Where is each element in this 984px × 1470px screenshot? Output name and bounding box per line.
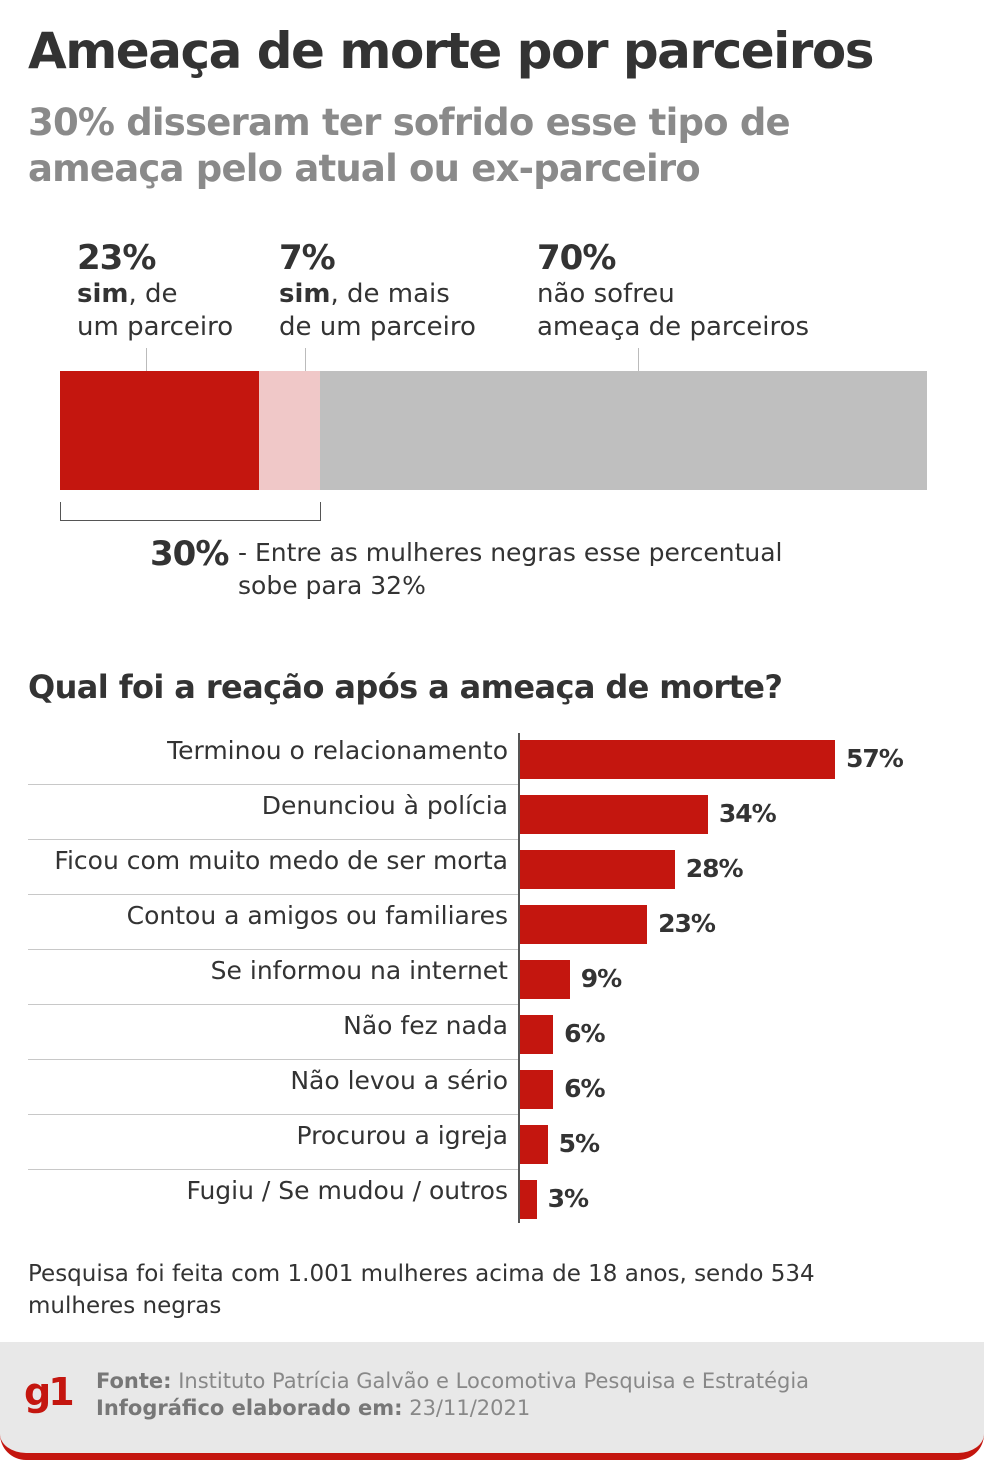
bar-axis <box>518 733 520 1223</box>
segment-pct: 70% <box>537 238 616 278</box>
stacked-segment <box>259 371 321 490</box>
segment-tick <box>305 348 306 371</box>
segment-pct: 7% <box>279 238 336 278</box>
chart-title: Qual foi a reação após a ameaça de morte… <box>28 668 783 706</box>
bar-value-label: 3% <box>547 1184 589 1213</box>
bar <box>520 960 570 999</box>
segment-rest: não sofreu <box>537 279 675 309</box>
stacked-bar <box>60 371 927 490</box>
bar <box>520 1180 537 1219</box>
segment-rest: , de <box>128 279 178 309</box>
bar-row: Se informou na internet 9% <box>28 950 958 1005</box>
row-divider <box>28 1059 518 1060</box>
bar-category-label: Contou a amigos ou familiares <box>126 901 508 930</box>
bar-row: Terminou o relacionamento 57% <box>28 730 958 785</box>
source-label: Fonte: <box>96 1369 172 1393</box>
source-block: Fonte: Instituto Patrícia Galvão e Locom… <box>96 1368 809 1422</box>
bar-value-label: 5% <box>558 1129 600 1158</box>
row-divider <box>28 894 518 895</box>
total-pct: 30% <box>150 534 229 574</box>
bar-chart: Terminou o relacionamento 57% Denunciou à … <box>28 730 958 1225</box>
bar <box>520 795 708 834</box>
segment-label-no-threat: 70% não sofreu ameaça de parceiros <box>537 238 809 344</box>
page-title: Ameaça de morte por parceiros <box>28 22 875 80</box>
row-divider <box>28 1004 518 1005</box>
row-divider <box>28 784 518 785</box>
footer: g1 Fonte: Instituto Patrícia Galvão e Lo… <box>0 1342 984 1460</box>
total-bracket <box>60 502 321 521</box>
page-subtitle: 30% disseram ter sofrido esse tipo de am… <box>28 101 791 190</box>
segment-line2: ameaça de parceiros <box>537 312 810 342</box>
segment-bold: sim <box>77 279 129 309</box>
row-divider <box>28 839 518 840</box>
segment-line2: de um parceiro <box>279 312 476 342</box>
bar-category-label: Terminou o relacionamento <box>167 736 508 765</box>
bar <box>520 850 675 889</box>
g1-logo: g1 <box>24 1370 75 1414</box>
segment-rest: , de mais <box>330 279 450 309</box>
bar-row: Denunciou à polícia 34% <box>28 785 958 840</box>
bar-category-label: Não fez nada <box>343 1011 508 1040</box>
bar <box>520 1070 554 1109</box>
bar-category-label: Denunciou à polícia <box>261 791 508 820</box>
bar <box>520 905 648 944</box>
row-divider <box>28 1169 518 1170</box>
row-divider <box>28 949 518 950</box>
bar-category-label: Fugiu / Se mudou / outros <box>186 1176 508 1205</box>
bar-value-label: 28% <box>685 854 744 883</box>
date-text: 23/11/2021 <box>402 1396 531 1420</box>
row-divider <box>28 1114 518 1115</box>
date-label: Infográfico elaborado em: <box>96 1396 403 1420</box>
bar-value-label: 9% <box>580 964 622 993</box>
bar-row: Procurou a igreja 5% <box>28 1115 958 1170</box>
bar <box>520 1125 548 1164</box>
footnote: Pesquisa foi feita com 1.001 mulheres ac… <box>28 1261 815 1319</box>
bar-row: Não fez nada 6% <box>28 1005 958 1060</box>
bar-value-label: 57% <box>846 744 904 773</box>
segment-bold: sim <box>279 279 331 309</box>
bar-row: Contou a amigos ou familiares 23% <box>28 895 958 950</box>
bar-category-label: Não levou a sério <box>290 1066 508 1095</box>
segment-pct: 23% <box>77 238 156 278</box>
bar <box>520 1015 554 1054</box>
bar-row: Fugiu / Se mudou / outros 3% <box>28 1170 958 1225</box>
bar-category-label: Se informou na internet <box>210 956 508 985</box>
stacked-segment <box>320 371 927 490</box>
bar-category-label: Procurou a igreja <box>296 1121 508 1150</box>
bar-row: Ficou com muito medo de ser morta 28% <box>28 840 958 895</box>
stacked-segment <box>60 371 260 490</box>
segment-tick <box>638 348 639 371</box>
bar-category-label: Ficou com muito medo de ser morta <box>54 846 508 875</box>
segment-tick <box>146 348 147 371</box>
bar-row: Não levou a sério 6% <box>28 1060 958 1115</box>
segment-line2: um parceiro <box>77 312 234 342</box>
bar-value-label: 23% <box>658 909 716 938</box>
bar <box>520 740 835 779</box>
segment-label-multiple-partners: 7% sim, de mais de um parceiro <box>279 238 476 344</box>
bar-value-label: 6% <box>564 1019 605 1048</box>
total-note: - Entre as mulheres negras esse percentu… <box>238 538 783 600</box>
bar-value-label: 6% <box>564 1074 605 1103</box>
bar-value-label: 34% <box>718 799 777 828</box>
source-text: Instituto Patrícia Galvão e Locomotiva P… <box>171 1369 810 1393</box>
segment-label-one-partner: 23% sim, de um parceiro <box>77 238 233 344</box>
